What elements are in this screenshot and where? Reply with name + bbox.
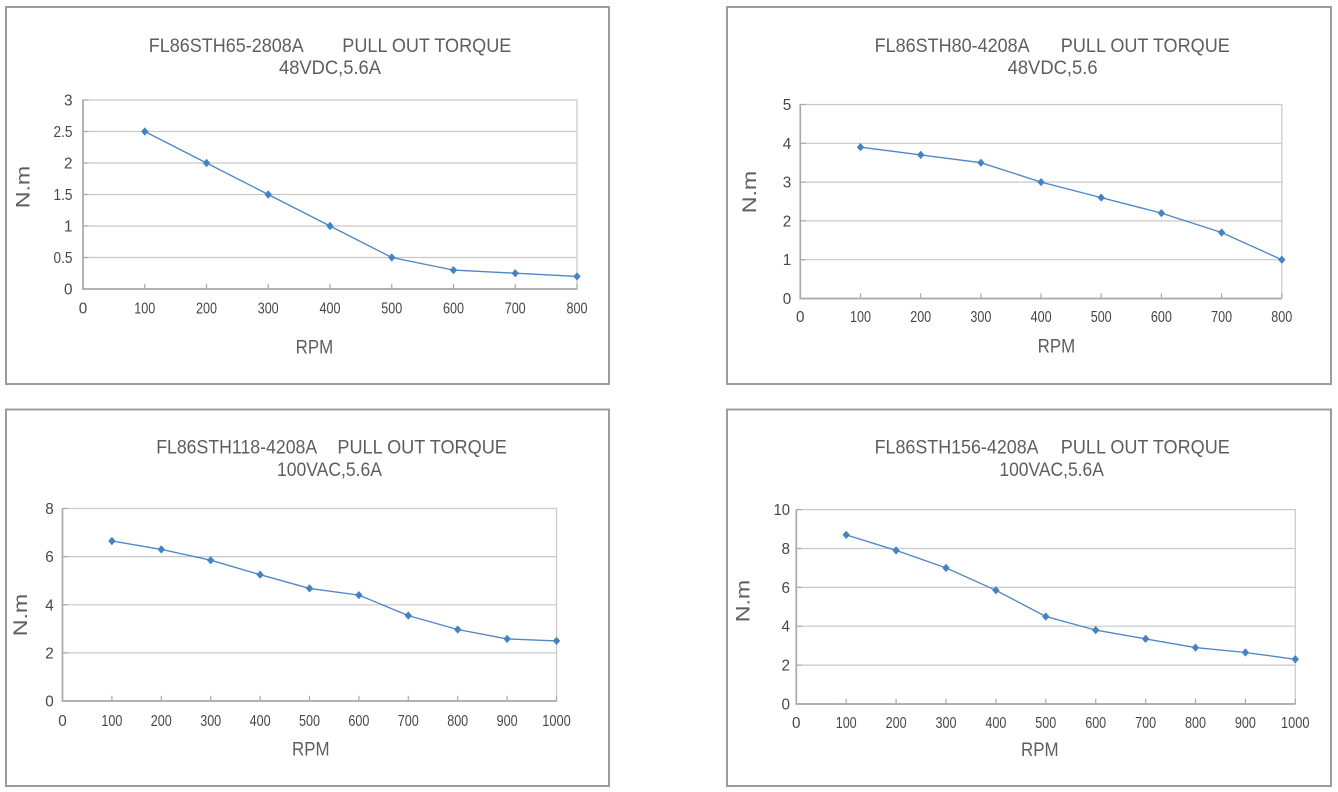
svg-text:800: 800 xyxy=(1185,715,1206,732)
svg-text:300: 300 xyxy=(936,715,957,732)
svg-text:N.m: N.m xyxy=(10,594,32,637)
svg-text:PULL OUT TORQUE: PULL OUT TORQUE xyxy=(342,35,511,57)
svg-text:1: 1 xyxy=(783,252,792,269)
svg-text:1: 1 xyxy=(64,219,73,236)
svg-text:3: 3 xyxy=(783,175,792,192)
svg-text:8: 8 xyxy=(782,541,791,558)
svg-text:RPM: RPM xyxy=(292,739,330,761)
svg-text:2: 2 xyxy=(783,213,792,230)
svg-text:300: 300 xyxy=(258,300,279,317)
svg-text:100: 100 xyxy=(134,300,155,317)
svg-text:4: 4 xyxy=(783,136,792,153)
svg-text:4: 4 xyxy=(782,619,791,636)
svg-text:1000: 1000 xyxy=(542,713,571,730)
svg-text:0: 0 xyxy=(783,291,792,308)
svg-text:200: 200 xyxy=(886,715,907,732)
svg-text:800: 800 xyxy=(567,300,588,317)
svg-text:PULL OUT TORQUE: PULL OUT TORQUE xyxy=(1061,35,1230,57)
svg-text:10: 10 xyxy=(774,502,791,519)
svg-text:900: 900 xyxy=(1235,715,1256,732)
svg-text:0: 0 xyxy=(782,697,791,714)
svg-text:200: 200 xyxy=(196,300,217,317)
svg-text:1000: 1000 xyxy=(1281,715,1310,732)
svg-text:700: 700 xyxy=(398,713,419,730)
svg-text:600: 600 xyxy=(1151,309,1172,326)
svg-text:600: 600 xyxy=(348,713,369,730)
svg-text:700: 700 xyxy=(1135,715,1156,732)
svg-text:200: 200 xyxy=(151,713,172,730)
svg-text:700: 700 xyxy=(1211,309,1232,326)
svg-text:500: 500 xyxy=(381,300,402,317)
svg-text:900: 900 xyxy=(497,713,518,730)
svg-text:2: 2 xyxy=(782,658,791,675)
svg-text:400: 400 xyxy=(320,300,341,317)
svg-text:700: 700 xyxy=(505,300,526,317)
svg-text:2: 2 xyxy=(45,645,54,662)
svg-text:100: 100 xyxy=(850,309,871,326)
svg-text:48VDC,5.6A: 48VDC,5.6A xyxy=(279,57,381,79)
svg-text:FL86STH156-4208A: FL86STH156-4208A xyxy=(875,436,1039,458)
svg-text:0: 0 xyxy=(79,300,88,317)
svg-text:RPM: RPM xyxy=(296,337,334,359)
svg-text:800: 800 xyxy=(447,713,468,730)
svg-text:0.5: 0.5 xyxy=(54,250,73,267)
svg-text:500: 500 xyxy=(1035,715,1056,732)
svg-text:PULL OUT TORQUE: PULL OUT TORQUE xyxy=(337,436,507,458)
svg-text:4: 4 xyxy=(45,597,54,614)
svg-text:800: 800 xyxy=(1271,309,1292,326)
svg-text:600: 600 xyxy=(1085,715,1106,732)
svg-text:48VDC,5.6: 48VDC,5.6 xyxy=(1008,57,1098,79)
svg-text:N.m: N.m xyxy=(13,166,35,209)
svg-text:0: 0 xyxy=(64,282,73,299)
svg-text:PULL OUT TORQUE: PULL OUT TORQUE xyxy=(1061,436,1230,458)
svg-text:100VAC,5.6A: 100VAC,5.6A xyxy=(999,459,1104,481)
svg-text:0: 0 xyxy=(792,715,801,732)
svg-text:N.m: N.m xyxy=(733,580,755,623)
svg-text:3: 3 xyxy=(64,93,73,110)
svg-text:600: 600 xyxy=(443,300,464,317)
svg-text:100: 100 xyxy=(836,715,857,732)
svg-text:FL86STH118-4208A: FL86STH118-4208A xyxy=(156,436,317,458)
svg-text:5: 5 xyxy=(783,97,792,114)
svg-text:200: 200 xyxy=(910,309,931,326)
svg-text:0: 0 xyxy=(796,309,805,326)
svg-text:RPM: RPM xyxy=(1021,739,1059,761)
svg-text:0: 0 xyxy=(58,713,67,730)
svg-text:500: 500 xyxy=(299,713,320,730)
svg-text:1.5: 1.5 xyxy=(54,187,73,204)
svg-text:2: 2 xyxy=(64,156,73,173)
svg-text:0: 0 xyxy=(45,694,54,711)
svg-text:300: 300 xyxy=(970,309,991,326)
svg-text:8: 8 xyxy=(45,501,54,518)
svg-text:400: 400 xyxy=(1031,309,1052,326)
svg-text:300: 300 xyxy=(200,713,221,730)
svg-text:400: 400 xyxy=(250,713,271,730)
svg-text:400: 400 xyxy=(985,715,1006,732)
svg-text:RPM: RPM xyxy=(1038,336,1076,358)
svg-text:100: 100 xyxy=(101,713,122,730)
svg-text:100VAC,5.6A: 100VAC,5.6A xyxy=(277,459,382,481)
svg-text:2.5: 2.5 xyxy=(54,124,73,141)
svg-text:FL86STH80-4208A: FL86STH80-4208A xyxy=(875,35,1030,57)
svg-text:6: 6 xyxy=(45,549,54,566)
svg-text:FL86STH65-2808A: FL86STH65-2808A xyxy=(149,35,304,57)
svg-text:500: 500 xyxy=(1091,309,1112,326)
svg-text:6: 6 xyxy=(782,580,791,597)
svg-text:N.m: N.m xyxy=(739,171,761,214)
